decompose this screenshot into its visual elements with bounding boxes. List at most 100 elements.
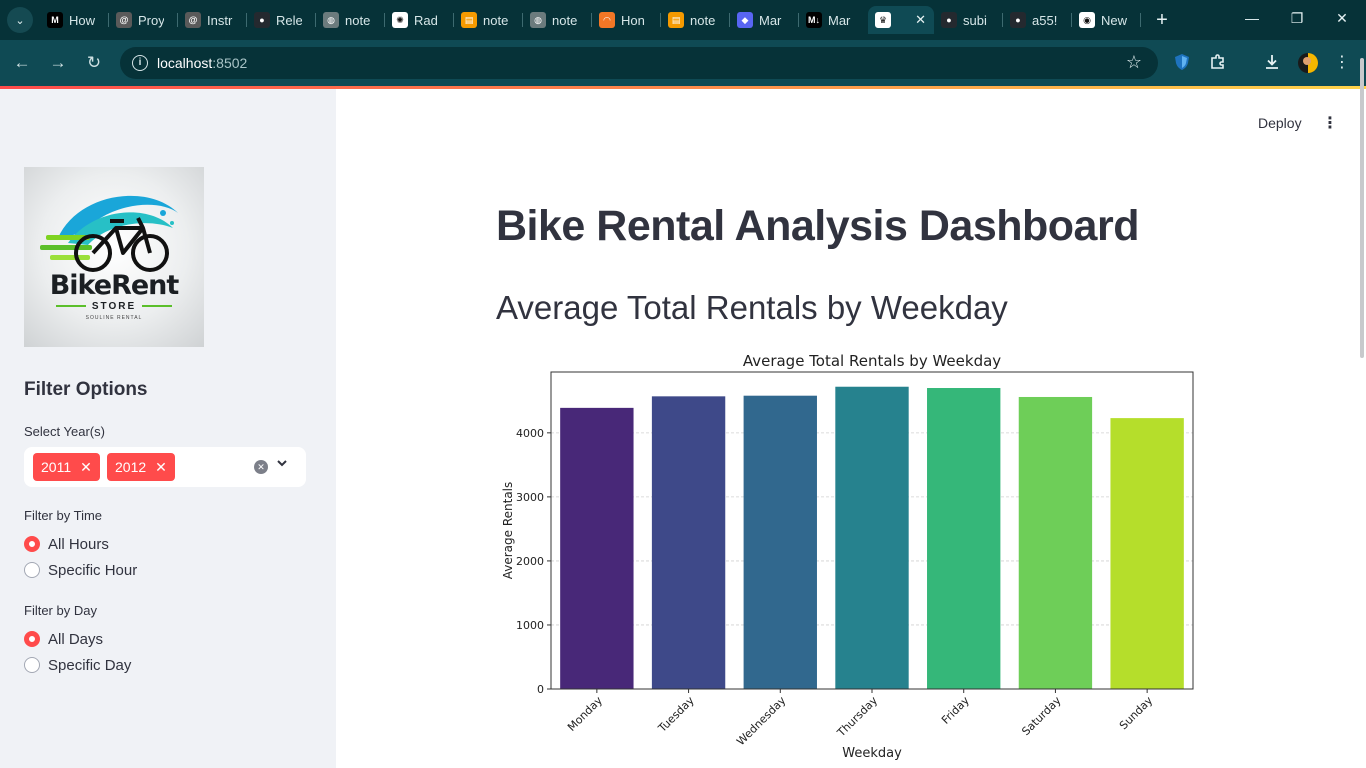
medium-icon: M [47, 12, 63, 28]
gamepad-icon: ◆ [737, 12, 753, 28]
browser-tab[interactable]: ◉ New [1072, 6, 1141, 34]
jupyter-icon: ◠ [599, 12, 615, 28]
year-chip-2012[interactable]: 2012 ✕ [107, 453, 175, 481]
browser-tab[interactable]: ▤ note [454, 6, 523, 34]
remove-chip-icon[interactable]: ✕ [155, 459, 167, 475]
minimize-icon[interactable]: — [1245, 10, 1259, 26]
shield-extension-icon[interactable] [1172, 53, 1192, 73]
spiral-icon: @ [185, 12, 201, 28]
browser-tabs: M How @ Proy @ Instr ● Rele ◍ note ✺ Rad ▤ note ◍ note ◠… [40, 6, 1141, 34]
browser-tab[interactable]: ♛ ✕ [868, 6, 934, 34]
bar [1110, 418, 1184, 689]
remove-chip-icon[interactable]: ✕ [80, 459, 92, 475]
page-top-accent [0, 86, 1366, 89]
browser-tab[interactable]: ◍ note [316, 6, 385, 34]
browser-tab[interactable]: @ Proy [109, 6, 178, 34]
radio-label: All Hours [48, 535, 109, 553]
browser-tab[interactable]: ◠ Hon [592, 6, 661, 34]
radio-label: Specific Day [48, 656, 132, 674]
address-bar[interactable]: i localhost:8502 ☆ [120, 47, 1158, 79]
x-tick-label: Monday [565, 694, 605, 734]
filter-by-day-label: Filter by Day [24, 603, 97, 618]
tab-title: Instr [207, 12, 233, 28]
openai-icon: ✺ [392, 12, 408, 28]
browser-tab[interactable]: ● subi [934, 6, 1003, 34]
browser-tab[interactable]: @ Instr [178, 6, 247, 34]
browser-tab[interactable]: M How [40, 6, 109, 34]
radio-button[interactable] [24, 562, 40, 578]
restore-icon[interactable]: ❐ [1290, 10, 1304, 26]
page-scrollbar[interactable] [1360, 58, 1364, 358]
address-url[interactable]: localhost:8502 [157, 55, 248, 71]
radio-specific-day[interactable]: Specific Day [24, 655, 131, 675]
clear-all-icon[interactable]: ✕ [254, 460, 268, 474]
window-close-icon[interactable]: ✕ [1336, 10, 1348, 26]
markdown-icon: M↓ [806, 12, 822, 28]
x-tick-label: Sunday [1117, 694, 1156, 733]
year-multiselect[interactable]: 2011 ✕ 2012 ✕ ✕ [24, 447, 306, 487]
radio-all-hours[interactable]: All Hours [24, 534, 109, 554]
browser-menu-icon[interactable]: ⋮ [1334, 54, 1350, 71]
new-tab-icon[interactable]: + [1156, 9, 1168, 31]
y-tick-label: 2000 [516, 555, 544, 568]
tab-title: note [345, 12, 371, 28]
browser-tab[interactable]: ◆ Mar [730, 6, 799, 34]
tab-close-icon[interactable]: ✕ [915, 12, 926, 27]
github-icon: ● [941, 12, 957, 28]
bar [743, 395, 817, 689]
tab-title: Mar [759, 12, 782, 28]
tab-title: Proy [138, 12, 164, 28]
main-content: Deploy ⋮ Bike Rental Analysis Dashboard … [336, 89, 1366, 768]
extensions-puzzle-icon[interactable] [1208, 53, 1228, 73]
tab-title: subi [963, 12, 987, 28]
browser-tab[interactable]: ● a55! [1003, 6, 1072, 34]
chevron-down-icon[interactable] [276, 457, 288, 472]
logo-name: BikeRent [49, 270, 180, 301]
app-page: BikeRent STORE SOULINE RENTAL Filter Opt… [0, 89, 1366, 768]
browser-tab[interactable]: ✺ Rad [385, 6, 454, 34]
browser-tab[interactable]: M↓ Mar [799, 6, 868, 34]
chart-title: Average Total Rentals by Weekday [743, 352, 1001, 370]
logo-subtitle: STORE [24, 301, 204, 312]
notebook-icon: ▤ [461, 12, 477, 28]
y-tick-label: 1000 [516, 619, 544, 632]
x-tick-label: Tuesday [655, 694, 697, 736]
bookmark-star-icon[interactable]: ☆ [1125, 52, 1142, 72]
x-tick-label: Wednesday [734, 694, 789, 749]
weekday-rentals-chart: 0 1000 2000 3000 4000 Monday Tuesday Wednesday T… [496, 346, 1216, 768]
year-chip-2011[interactable]: 2011 ✕ [33, 453, 100, 481]
github-icon: ● [254, 12, 270, 28]
downloads-icon[interactable] [1262, 53, 1282, 73]
x-axis-label: Weekday [842, 746, 902, 761]
globe-icon: ◍ [530, 12, 546, 28]
site-info-icon[interactable]: i [132, 55, 148, 71]
radio-specific-hour[interactable]: Specific Hour [24, 560, 137, 580]
x-tick-label: Friday [939, 694, 972, 727]
year-chip-label: 2012 [115, 459, 147, 475]
radio-button-checked[interactable] [24, 631, 40, 647]
radio-all-days[interactable]: All Days [24, 629, 103, 649]
bar [927, 388, 1001, 689]
section-title: Average Total Rentals by Weekday [496, 289, 1008, 326]
notebook-icon: ▤ [668, 12, 684, 28]
tab-title: Mar [828, 12, 851, 28]
browser-tab[interactable]: ▤ note [661, 6, 730, 34]
profile-avatar[interactable] [1298, 53, 1318, 73]
tab-title: Hon [621, 12, 645, 28]
browser-tab-strip: ⌄ M How @ Proy @ Instr ● Rele ◍ note ✺ Rad ▤ note ◍ not… [0, 0, 1366, 40]
reload-icon[interactable]: ↻ [86, 53, 102, 72]
browser-tab[interactable]: ● Rele [247, 6, 316, 34]
forward-icon[interactable]: → [49, 53, 67, 72]
radio-label: All Days [48, 630, 104, 648]
radio-button-checked[interactable] [24, 536, 40, 552]
back-icon[interactable]: ← [13, 53, 31, 72]
bar [1018, 396, 1093, 689]
app-menu-icon[interactable]: ⋮ [1322, 115, 1338, 132]
radio-button[interactable] [24, 657, 40, 673]
deploy-button[interactable]: Deploy [1258, 115, 1302, 131]
browser-tab[interactable]: ◍ note [523, 6, 592, 34]
tab-title: Rad [414, 12, 438, 28]
page-title: Bike Rental Analysis Dashboard [496, 202, 1139, 250]
y-tick-label: 4000 [516, 427, 544, 440]
tab-search-icon[interactable]: ⌄ [7, 7, 33, 33]
